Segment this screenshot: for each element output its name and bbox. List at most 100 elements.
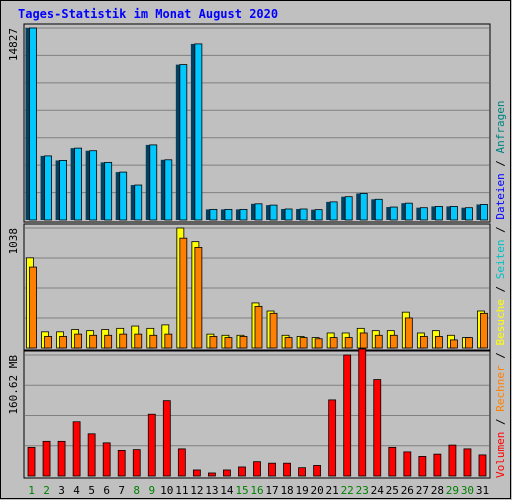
x-tick-label: 24	[371, 484, 385, 497]
bar	[268, 462, 276, 477]
x-tick-label: 26	[401, 484, 414, 497]
x-tick-label: 30	[461, 484, 474, 497]
x-tick-label: 27	[416, 484, 429, 497]
x-tick-label: 5	[88, 484, 95, 497]
bar	[344, 196, 353, 221]
bar	[89, 334, 98, 349]
legend-separator: /	[494, 153, 507, 173]
legend-item-rechner: Rechner	[494, 365, 507, 412]
bar	[194, 247, 203, 349]
bar	[283, 462, 291, 477]
panel-frame	[23, 350, 491, 479]
bar	[44, 155, 52, 221]
x-tick-label: 9	[148, 484, 155, 497]
legend-item-seiten: Seiten	[494, 240, 507, 280]
bar	[74, 147, 83, 221]
legend-separator: /	[494, 412, 507, 432]
bar	[119, 171, 128, 221]
legend-item-besuche: Besuche	[494, 299, 507, 345]
bar	[465, 337, 473, 349]
x-tick-label: 20	[311, 484, 324, 497]
bar	[164, 159, 173, 221]
bar	[299, 337, 308, 349]
bar	[418, 456, 427, 477]
bar	[194, 43, 203, 221]
bar	[359, 193, 368, 221]
bar	[89, 150, 98, 221]
bar	[463, 448, 472, 477]
bar	[344, 337, 353, 349]
bar	[314, 209, 323, 221]
y-max-label: 160.62 MB	[7, 355, 20, 415]
bar	[27, 446, 36, 477]
bar	[132, 449, 141, 477]
bar	[298, 467, 306, 477]
bar	[29, 266, 37, 349]
bar	[59, 336, 67, 349]
bar	[72, 421, 81, 477]
bar	[134, 333, 143, 349]
bar	[42, 440, 51, 477]
x-tick-label: 7	[118, 484, 125, 497]
bar	[57, 440, 66, 477]
x-tick-label: 8	[133, 484, 140, 497]
bar	[149, 334, 158, 349]
x-tick-label: 31	[476, 484, 489, 497]
legend-text: Volumen / Rechner / Besuche / Seiten / D…	[494, 100, 507, 478]
legend-item-dateien: Dateien	[494, 173, 507, 219]
bar	[29, 27, 37, 221]
x-tick-label: 12	[190, 484, 203, 497]
legend: Volumen / Rechner / Besuche / Seiten / D…	[494, 100, 507, 478]
legend-item-volumen: Volumen	[494, 432, 507, 478]
bar	[74, 333, 83, 349]
bar	[284, 337, 293, 349]
x-tick-label: 10	[160, 484, 173, 497]
bar	[313, 465, 322, 477]
series-dateien	[29, 27, 488, 221]
x-tick-label: 4	[73, 484, 80, 497]
bar	[343, 354, 352, 477]
bar	[134, 184, 143, 221]
bar	[299, 208, 308, 221]
bar	[117, 449, 126, 477]
y-max-label: 1038	[7, 228, 20, 255]
bar	[448, 444, 457, 477]
bar	[358, 348, 367, 477]
bar	[388, 446, 397, 477]
bar	[147, 413, 156, 477]
x-tick-label: 29	[446, 484, 459, 497]
bar	[404, 317, 413, 349]
bar	[480, 312, 488, 349]
legend-separator: /	[494, 220, 507, 240]
bar	[208, 472, 216, 477]
x-tick-label: 1	[28, 484, 35, 497]
bar	[389, 206, 398, 221]
bar	[59, 160, 67, 221]
bar	[373, 379, 382, 477]
bar	[434, 206, 443, 221]
chart-title: Tages-Statistik im Monat August 2020	[18, 7, 278, 21]
x-tick-label: 16	[250, 484, 263, 497]
x-tick-label: 23	[356, 484, 369, 497]
x-tick-label: 21	[326, 484, 339, 497]
bar	[239, 208, 248, 221]
x-axis-labels: 1 2 3 4 5 6 7 8 9 10 11 12 13 14 15 16 17 18 19 20 21 22 23 24 2…	[28, 484, 489, 497]
panel-middle: 1038	[7, 223, 491, 351]
bar	[433, 453, 442, 477]
bar	[149, 144, 158, 221]
bar	[119, 333, 128, 349]
bar	[239, 336, 248, 349]
bar	[328, 399, 337, 477]
x-tick-label: 15	[235, 484, 248, 497]
bar	[359, 332, 368, 349]
bar	[465, 207, 473, 221]
bar	[284, 208, 293, 221]
bar	[87, 433, 96, 477]
chart-panels: 14827 1038 160.62 MB	[7, 23, 491, 479]
x-tick-label: 6	[103, 484, 110, 497]
bar	[164, 333, 173, 349]
x-tick-label: 3	[58, 484, 65, 497]
bar	[404, 202, 413, 221]
bar	[209, 336, 218, 349]
bar	[223, 469, 231, 477]
